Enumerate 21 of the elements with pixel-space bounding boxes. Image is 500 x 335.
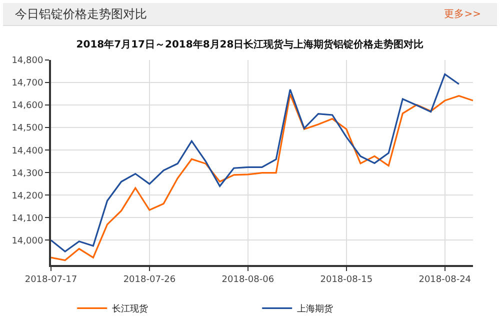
y-tick-label: 14,800 (12, 56, 44, 66)
x-tick-label: 2018-08-15 (320, 274, 373, 285)
y-tick-label: 14,700 (12, 78, 44, 89)
x-tick-label: 2018-07-26 (123, 274, 176, 285)
y-tick-label: 14,100 (12, 214, 44, 224)
y-tick-label: 14,500 (12, 124, 44, 134)
x-tick-label: 2018-08-24 (418, 274, 472, 285)
legend-label: 上海期货 (297, 304, 334, 315)
line-series (51, 73, 460, 252)
y-tick-label: 14,000 (12, 236, 44, 246)
y-tick-label: 14,400 (12, 146, 44, 156)
x-tick-label: 2018-07-17 (24, 274, 78, 285)
y-tick-label: 14,600 (12, 101, 44, 112)
chart-title: 今日铝锭价格走势图对比 (15, 6, 147, 23)
chart-subtitle: 2018年7月17日～2018年8月28日长江现货与上海期货铝锭价格走势图对比 (76, 38, 424, 50)
line-series (51, 93, 473, 262)
text: 更多>> (444, 8, 481, 21)
y-tick-label: 14,200 (12, 191, 44, 202)
legend-label: 长江现货 (112, 304, 148, 315)
y-tick-label: 14,300 (12, 168, 44, 179)
x-tick-label: 2018-08-06 (222, 274, 274, 285)
